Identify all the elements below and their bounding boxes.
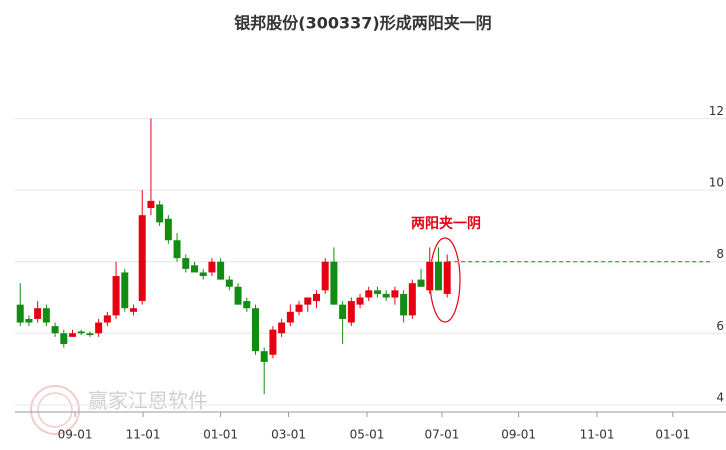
y-tick-label: 8 (716, 247, 724, 261)
candle-body (77, 331, 85, 334)
candle-body (156, 204, 164, 223)
candle-body (234, 286, 242, 305)
candle-body (365, 290, 373, 298)
watermark-logo (30, 385, 80, 435)
x-tick-label: 01-01 (203, 428, 238, 442)
candle-body (121, 272, 129, 309)
candle-body (130, 308, 137, 312)
candle-body (25, 318, 33, 323)
y-tick-label: 10 (709, 176, 724, 190)
candle-body (260, 351, 268, 362)
candle-body (225, 279, 233, 287)
candle-body (208, 261, 216, 273)
candle-body (382, 293, 390, 298)
candle-body (182, 258, 190, 269)
y-tick-label: 12 (709, 104, 724, 118)
candle-body (138, 215, 146, 302)
x-tick-label: 03-01 (271, 428, 306, 442)
x-tick-label: 07-01 (425, 428, 460, 442)
candle-body (417, 279, 425, 287)
candle-body (339, 304, 347, 319)
watermark: 赢家江恩软件 (88, 389, 208, 413)
candle-body (321, 261, 329, 291)
candle-body (34, 308, 42, 319)
candle-body (434, 261, 442, 291)
candle-body (295, 304, 303, 312)
candle-body (16, 304, 24, 323)
candle-body (112, 276, 120, 316)
candle-body (103, 315, 111, 323)
x-tick-label: 09-01 (58, 428, 93, 442)
candle-body (95, 322, 103, 334)
chart-title: 银邦股份(300337)形成两阳夹一阴 (234, 14, 491, 33)
candle-body (51, 326, 59, 334)
candle-body (60, 333, 68, 345)
y-tick-label: 4 (716, 390, 724, 404)
candle-body (408, 283, 416, 316)
x-tick-label: 09-01 (501, 428, 536, 442)
candle-body (243, 301, 251, 309)
x-tick-label: 11-01 (126, 428, 161, 442)
y-tick-label: 6 (716, 319, 724, 333)
candle-body (373, 290, 381, 294)
candle-body (251, 308, 259, 352)
candle-body (304, 297, 312, 305)
candle-body (86, 333, 94, 336)
candle-body (190, 265, 198, 273)
candle-body (330, 261, 338, 305)
candle-body (312, 293, 320, 302)
candle-body (356, 297, 364, 305)
candle-body (199, 272, 207, 277)
x-tick-label: 11-01 (580, 428, 615, 442)
candle-body (269, 329, 277, 355)
logo-ring (30, 385, 80, 435)
candle-body (69, 333, 77, 337)
candle-body (286, 311, 294, 323)
x-tick-label: 01-01 (655, 428, 690, 442)
x-tick-label: 05-01 (350, 428, 385, 442)
candle-body (173, 240, 181, 259)
candle-body (426, 261, 434, 291)
candle-body (443, 261, 451, 294)
logo-inner (37, 392, 73, 428)
candle-body (400, 293, 408, 316)
candle-body (147, 200, 155, 209)
candle-body (217, 261, 225, 280)
candle-body (347, 301, 355, 323)
annotation: 两阳夹一阴 (411, 215, 481, 232)
candle-body (164, 218, 172, 241)
candle-body (278, 322, 286, 334)
candle-body (391, 290, 399, 298)
candle-body (42, 308, 50, 323)
